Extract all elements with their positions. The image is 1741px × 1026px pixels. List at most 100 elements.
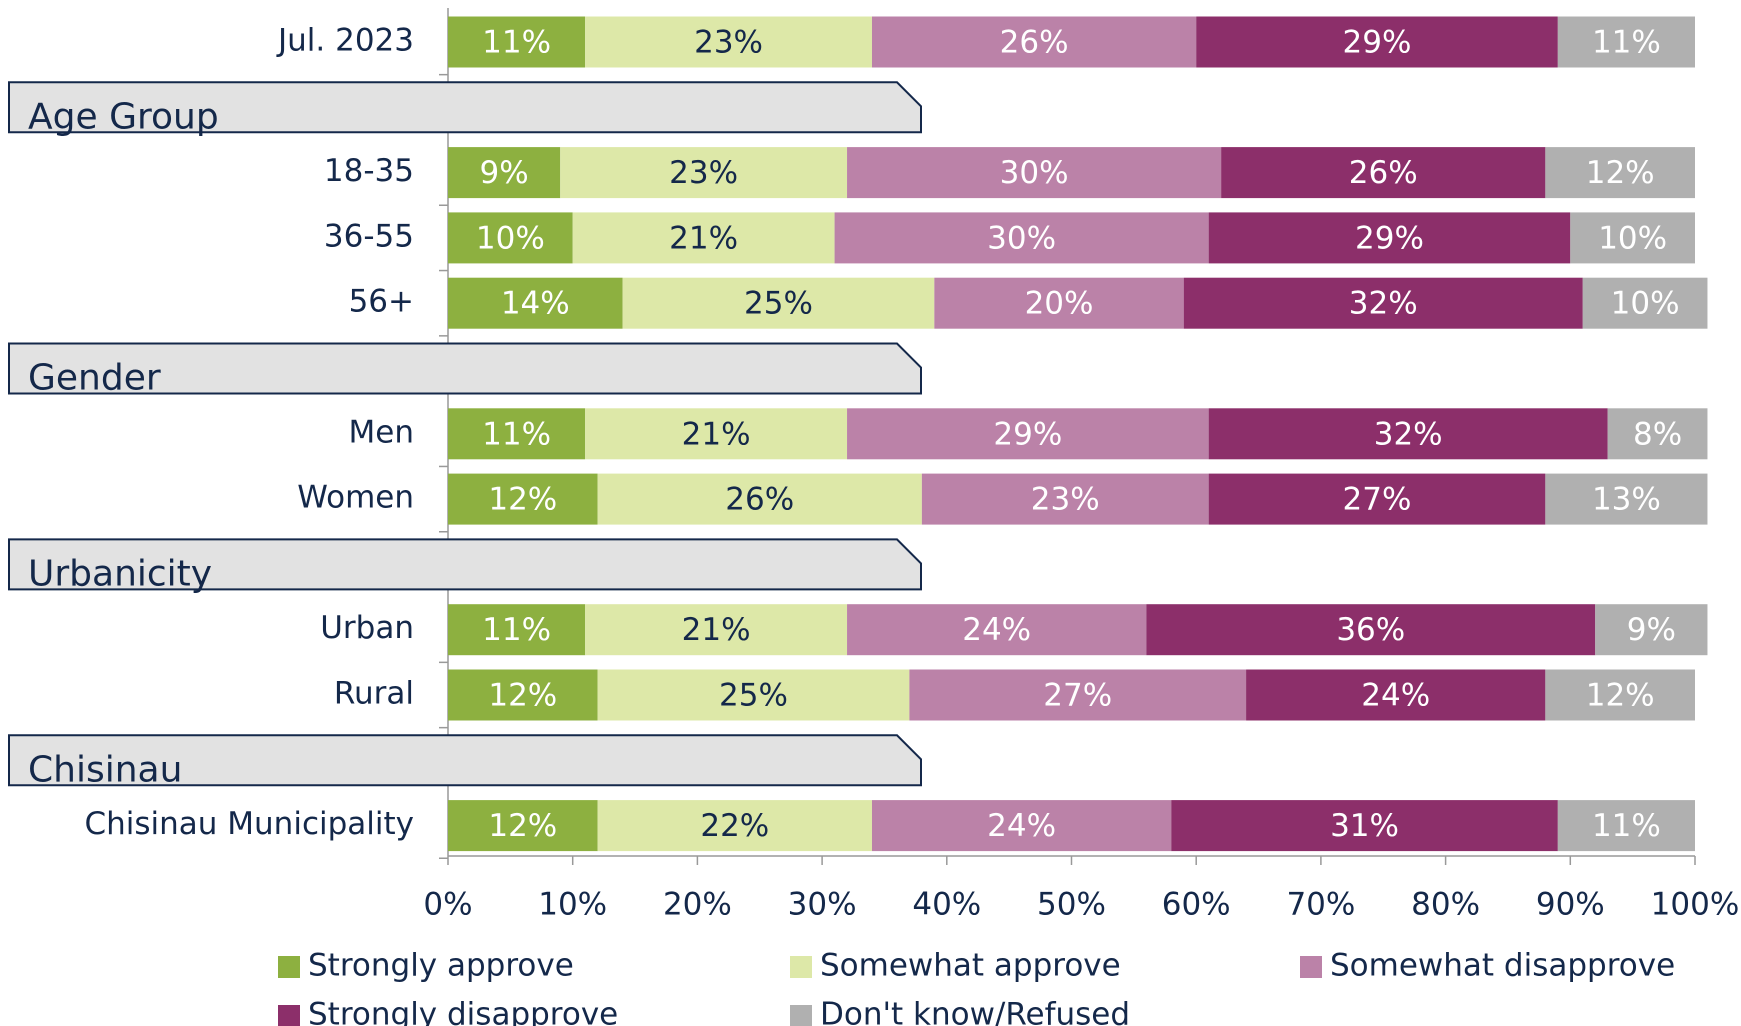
bar-segment [1595,604,1708,656]
bar-segment [921,473,1209,525]
data-label: 11% [1592,808,1661,844]
x-tick-label: 0% [423,887,472,923]
bar-segment [585,604,848,656]
bar-segment [1607,408,1708,460]
y-tick-label: Jul. 2023 [276,23,414,59]
data-label: 36% [1336,612,1405,648]
group-header: Age Group [28,96,219,137]
bar-segment [1146,604,1596,656]
data-label: 12% [488,808,557,844]
data-label: 12% [488,482,557,518]
y-tick-label: Rural [334,676,414,712]
data-label: 27% [1343,482,1412,518]
data-label: 24% [962,612,1031,648]
group-header-box [8,342,922,395]
data-label: 12% [488,678,557,714]
bar-segment [834,212,1209,264]
data-label: 26% [1000,25,1069,61]
data-label: 20% [1025,286,1094,322]
bar-segment [448,604,586,656]
bar-segment [1221,147,1546,199]
data-label: 29% [1355,220,1424,256]
bar-segment [448,16,586,68]
bar-segment [1582,277,1708,329]
data-label: 30% [987,220,1056,256]
legend-label: Don't know/Refused [820,997,1130,1026]
bar-segment [448,212,573,264]
y-tick-label: 36-55 [324,218,414,254]
group-header: Gender [28,358,161,399]
group-header-box [8,81,922,134]
bar-segment [1545,669,1695,721]
data-label: 26% [725,482,794,518]
bar-segment [585,16,872,68]
y-tick-label: 56+ [349,284,414,320]
data-label: 9% [480,155,529,191]
bar-segment [1557,16,1695,68]
legend-label: Somewhat approve [820,948,1121,984]
data-label: 23% [694,25,763,61]
bar-segment [1545,473,1708,525]
bar-segment [1171,800,1558,852]
data-label: 24% [987,808,1056,844]
legend-swatch [278,1005,300,1026]
y-tick-label: Chisinau Municipality [84,806,414,842]
bar-segment [1208,473,1546,525]
x-tick-label: 10% [538,887,607,923]
data-label: 21% [682,612,751,648]
bar-segment [871,16,1197,68]
bar-segment [1246,669,1546,721]
bar-segment [1208,408,1608,460]
bar-segment [1545,147,1695,199]
group-header: Chisinau [28,749,182,790]
legend-swatch [790,1005,812,1026]
data-label: 12% [1586,678,1655,714]
legend-swatch [1300,956,1322,978]
data-label: 21% [682,416,751,452]
bar-segment [622,277,935,329]
bar-segment [1196,16,1558,68]
legend-swatch [790,956,812,978]
bar-segment [448,147,561,199]
data-label: 11% [482,612,551,648]
bar-segment [1557,800,1695,852]
bar-segment [847,408,1209,460]
bar-segment [448,408,586,460]
data-label: 10% [1611,286,1680,322]
data-label: 32% [1374,416,1443,452]
data-label: 21% [669,220,738,256]
data-label: 11% [482,25,551,61]
x-tick-label: 40% [912,887,981,923]
bar-segment [448,800,598,852]
bar-segment [597,473,922,525]
data-label: 11% [1592,25,1661,61]
y-tick-label: Men [349,414,414,450]
bar-segment [934,277,1184,329]
data-label: 30% [1000,155,1069,191]
bar-segment [572,212,835,264]
data-label: 9% [1627,612,1676,648]
data-label: 14% [501,286,570,322]
bar-segment [448,669,598,721]
bar-segment [448,473,598,525]
data-label: 10% [476,220,545,256]
data-label: 22% [700,808,769,844]
legend-label: Strongly approve [308,948,574,984]
bar-segment [1183,277,1583,329]
bar-segment [1570,212,1695,264]
bar-segment [597,800,872,852]
data-label: 13% [1592,482,1661,518]
y-tick-label: Urban [320,610,414,646]
data-label: 23% [669,155,738,191]
data-label: 25% [744,286,813,322]
x-tick-label: 70% [1286,887,1355,923]
data-label: 27% [1043,678,1112,714]
bar-segment [585,408,848,460]
data-label: 23% [1031,482,1100,518]
x-tick-label: 90% [1536,887,1605,923]
y-tick-label: 18-35 [324,153,414,189]
bar-segment [847,604,1147,656]
bar-segment [448,277,623,329]
legend-label: Strongly disapprove [308,997,618,1026]
